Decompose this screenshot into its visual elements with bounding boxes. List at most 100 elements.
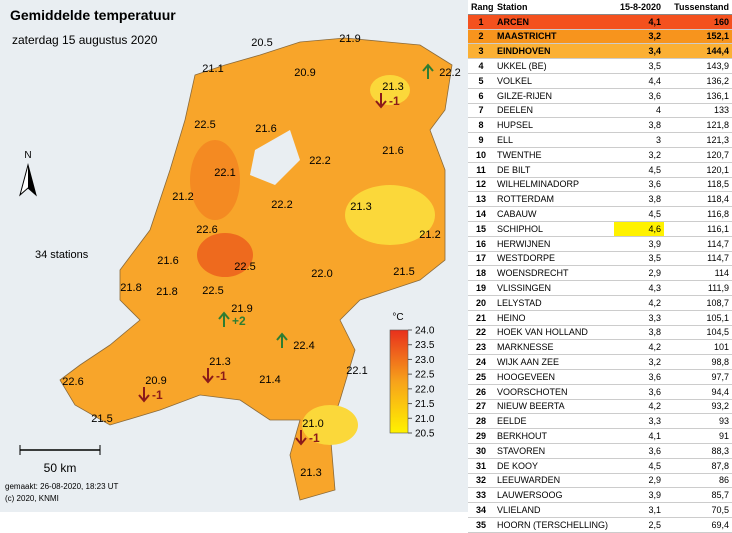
header-row: Rang Station 15-8-2020 Tussenstand bbox=[468, 0, 732, 15]
table-cell: 4,1 bbox=[614, 428, 664, 444]
station-temp: 22.1 bbox=[346, 365, 367, 377]
table-cell: 18 bbox=[468, 265, 494, 282]
table-cell: 1 bbox=[468, 14, 494, 30]
table-cell: 3,6 bbox=[614, 88, 664, 104]
station-temp: 21.3 bbox=[209, 356, 230, 368]
table-cell: 4 bbox=[468, 58, 494, 74]
table-cell: 3,4 bbox=[614, 43, 664, 60]
table-cell: WESTDORPE bbox=[494, 251, 614, 267]
table-cell: 10 bbox=[468, 147, 494, 163]
table-row: 21 HEINO 3,3 105,1 bbox=[468, 310, 732, 326]
table-cell: 4,1 bbox=[614, 14, 664, 30]
station-temp: 22.5 bbox=[202, 285, 223, 297]
trend-arrow bbox=[276, 332, 288, 348]
station-temp: 22.2 bbox=[309, 155, 330, 167]
table-row: 18 WOENSDRECHT 2,9 114 bbox=[468, 265, 732, 282]
table-row: 22 HOEK VAN HOLLAND 3,8 104,5 bbox=[468, 325, 732, 341]
table-cell: 136,2 bbox=[664, 73, 732, 89]
station-temp: 22.5 bbox=[194, 119, 215, 131]
table-cell: 4,2 bbox=[614, 399, 664, 415]
table-row: 26 VOORSCHOTEN 3,6 94,4 bbox=[468, 384, 732, 400]
table-cell: 2 bbox=[468, 29, 494, 45]
header-cell: Rang bbox=[468, 0, 494, 15]
table-cell: 15 bbox=[468, 221, 494, 237]
table-row: 12 WILHELMINADORP 3,6 118,5 bbox=[468, 177, 732, 193]
table-cell: SCHIPHOL bbox=[494, 221, 614, 237]
station-temp: 22.1 bbox=[214, 167, 235, 179]
legend-unit: °C bbox=[392, 312, 403, 323]
title: Gemiddelde temperatuur bbox=[10, 7, 176, 23]
trend-arrow bbox=[202, 368, 214, 384]
table-row: 14 CABAUW 4,5 116,8 bbox=[468, 206, 732, 222]
table-cell: MAASTRICHT bbox=[494, 29, 614, 45]
table-row: 17 WESTDORPE 3,5 114,7 bbox=[468, 251, 732, 267]
table-row: 25 HOOGEVEEN 3,6 97,7 bbox=[468, 369, 732, 385]
legend-tick-label: 20.5 bbox=[415, 429, 435, 440]
table-row: 33 LAUWERSOOG 3,9 85,7 bbox=[468, 487, 732, 504]
table-cell: 116,1 bbox=[664, 221, 732, 237]
table-cell: 114,7 bbox=[664, 236, 732, 252]
table-cell: 114,7 bbox=[664, 251, 732, 267]
table-cell: 17 bbox=[468, 251, 494, 267]
table-cell: 4,5 bbox=[614, 162, 664, 178]
map: Gemiddelde temperatuur zaterdag 15 augus… bbox=[0, 0, 468, 512]
table-cell: 14 bbox=[468, 206, 494, 222]
header-cell: 15-8-2020 bbox=[614, 0, 664, 15]
table-cell: LEEUWARDEN bbox=[494, 473, 614, 489]
table-cell: 108,7 bbox=[664, 295, 732, 311]
table-cell: 4,4 bbox=[614, 73, 664, 89]
table-cell: LELYSTAD bbox=[494, 295, 614, 311]
table-row: 19 VLISSINGEN 4,3 111,9 bbox=[468, 280, 732, 296]
table-cell: 69,4 bbox=[664, 517, 732, 533]
table-cell: WILHELMINADORP bbox=[494, 177, 614, 193]
table-cell: 28 bbox=[468, 413, 494, 430]
land bbox=[59, 37, 453, 501]
table-cell: 120,1 bbox=[664, 162, 732, 178]
station-temp: 21.6 bbox=[382, 145, 403, 157]
table-row: 31 DE KOOY 4,5 87,8 bbox=[468, 458, 732, 474]
table-cell: 6 bbox=[468, 88, 494, 104]
made-note: gemaakt: 26-08-2020, 18:23 UT bbox=[5, 482, 119, 491]
table-row: 20 LELYSTAD 4,2 108,7 bbox=[468, 295, 732, 311]
table-cell: 93 bbox=[664, 413, 732, 430]
table-cell: 118,4 bbox=[664, 191, 732, 208]
table-cell: 91 bbox=[664, 428, 732, 444]
table-cell: HEINO bbox=[494, 310, 614, 326]
station-temp: 21.0 bbox=[302, 418, 323, 430]
table-cell: 9 bbox=[468, 132, 494, 148]
table-cell: ROTTERDAM bbox=[494, 191, 614, 208]
table-row: 28 EELDE 3,3 93 bbox=[468, 413, 732, 430]
table-cell: NIEUW BEERTA bbox=[494, 399, 614, 415]
table-cell: 29 bbox=[468, 428, 494, 444]
trend-change: -1 bbox=[152, 388, 163, 402]
table-row: 23 MARKNESSE 4,2 101 bbox=[468, 339, 732, 356]
table-cell: 3,8 bbox=[614, 325, 664, 341]
trend-change: -1 bbox=[389, 94, 400, 108]
table-cell: VOLKEL bbox=[494, 73, 614, 89]
table-cell: 101 bbox=[664, 339, 732, 356]
table-cell: HERWIJNEN bbox=[494, 236, 614, 252]
station-temp: 22.0 bbox=[311, 268, 332, 280]
station-temp: 20.9 bbox=[294, 67, 315, 79]
trend-change: +2 bbox=[232, 314, 246, 328]
station-temp: 22.2 bbox=[439, 67, 460, 79]
table-cell: 97,7 bbox=[664, 369, 732, 385]
station-count: 34 stations bbox=[35, 249, 89, 261]
table-cell: 3 bbox=[468, 43, 494, 60]
table-row: 27 NIEUW BEERTA 4,2 93,2 bbox=[468, 399, 732, 415]
copyright: (c) 2020, KNMI bbox=[5, 494, 59, 503]
table-row: 30 STAVOREN 3,6 88,3 bbox=[468, 443, 732, 459]
legend-tick-label: 24.0 bbox=[415, 326, 435, 337]
table-cell: VLISSINGEN bbox=[494, 280, 614, 296]
table-cell: 121,8 bbox=[664, 117, 732, 134]
warm-area bbox=[190, 140, 240, 220]
ijsselmeer bbox=[250, 130, 300, 185]
table-cell: 2,9 bbox=[614, 473, 664, 489]
cool-area bbox=[345, 185, 435, 245]
table-cell: 118,5 bbox=[664, 177, 732, 193]
table-cell: 87,8 bbox=[664, 458, 732, 474]
station-temp: 21.2 bbox=[419, 229, 440, 241]
table-cell: 3,2 bbox=[614, 354, 664, 370]
table-cell: 152,1 bbox=[664, 29, 732, 45]
table-cell: 3,8 bbox=[614, 191, 664, 208]
